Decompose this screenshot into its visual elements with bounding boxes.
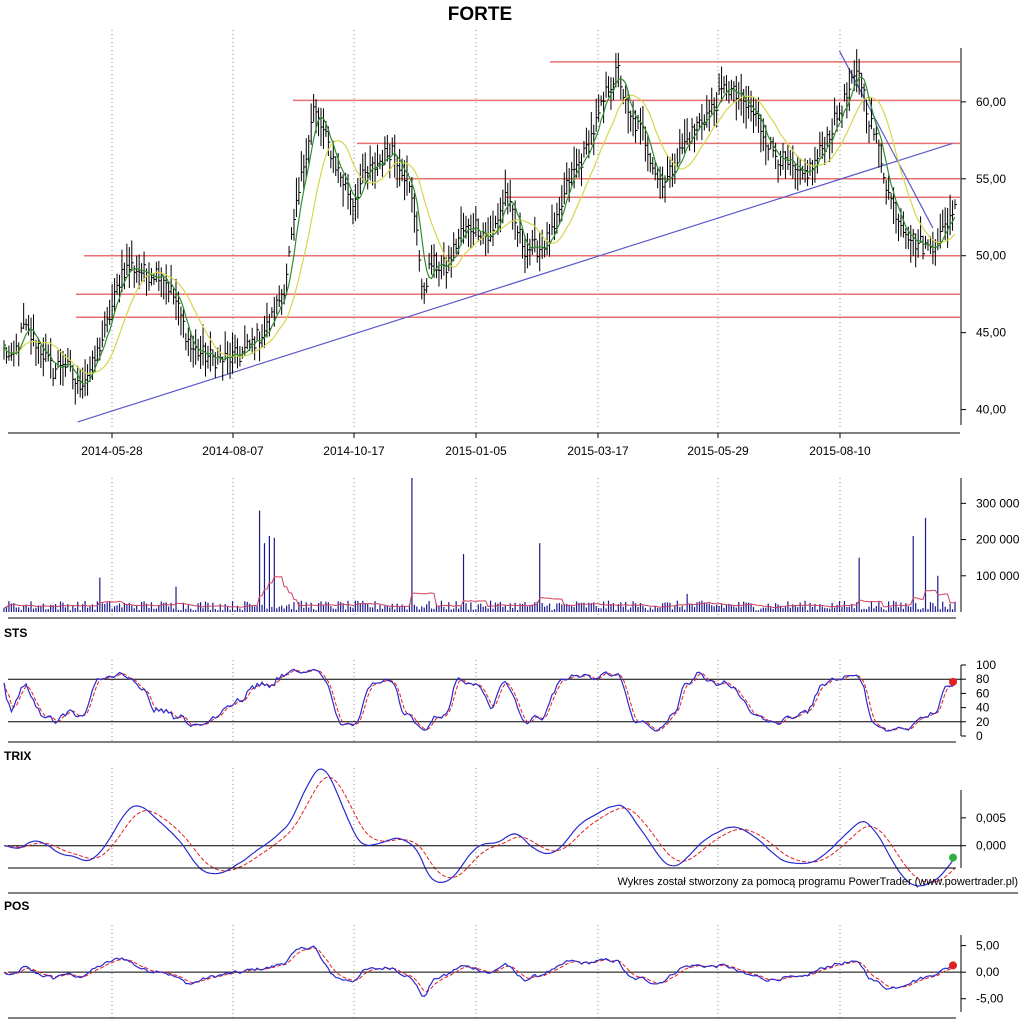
volume-bars xyxy=(3,478,956,612)
volume-ma-line xyxy=(3,575,955,609)
date-tick-label: 2014-08-07 xyxy=(202,444,264,458)
trix-y-axis: 0,000 0,005 xyxy=(8,790,1018,894)
trix-signal-line xyxy=(3,776,956,883)
osc-tick-label: 0 xyxy=(976,729,983,743)
date-tick-label: 2015-01-05 xyxy=(445,444,507,458)
ma-long-line xyxy=(3,94,956,375)
osc-tick-label: 60 xyxy=(976,686,990,700)
price-tick-label: 50,00 xyxy=(976,249,1006,263)
date-x-axis: 2014-05-28 2014-08-07 2014-10-17 2015-01-05… xyxy=(81,433,871,458)
support-resistance-lines xyxy=(76,61,960,319)
volume-tick-label: 200 000 xyxy=(976,533,1020,547)
sts-main-line xyxy=(3,668,956,732)
volume-tick-label: 100 000 xyxy=(976,569,1020,583)
ma-short-line xyxy=(3,76,956,385)
chart-title: FORTE xyxy=(448,4,512,25)
footer-credit: Wykres został stworzony za pomocą progra… xyxy=(617,876,1018,888)
osc-tick-label: 5,00 xyxy=(976,939,1000,953)
pos-end-marker xyxy=(949,961,957,970)
trendlines xyxy=(77,50,953,423)
trendline xyxy=(77,142,953,423)
trix-label: TRIX xyxy=(4,749,31,763)
date-tick-label: 2014-10-17 xyxy=(323,444,385,458)
date-tick-label: 2015-03-17 xyxy=(567,444,629,458)
trix-panel: TRIX 0,000 0,005 xyxy=(3,749,1018,894)
pos-main-line xyxy=(3,945,956,998)
date-tick-label: 2015-08-10 xyxy=(809,444,871,458)
volume-y-axis: 100 000 200 000 300 000 xyxy=(8,478,1020,619)
pos-label: POS xyxy=(4,899,29,913)
pos-panel: POS -5,00 0,00 5,00 xyxy=(3,899,1004,1019)
date-tick-label: 2015-05-29 xyxy=(687,444,749,458)
sts-label: STS xyxy=(4,626,27,640)
trix-grid xyxy=(8,768,961,868)
price-tick-label: 40,00 xyxy=(976,403,1006,417)
sts-grid xyxy=(8,660,961,742)
date-tick-label: 2014-05-28 xyxy=(81,444,143,458)
osc-tick-label: -5,00 xyxy=(976,992,1004,1006)
osc-tick-label: 0,005 xyxy=(976,811,1006,825)
osc-tick-label: 20 xyxy=(976,715,990,729)
trix-main-line xyxy=(3,768,956,887)
volume-grid xyxy=(111,478,841,618)
osc-tick-label: 0,00 xyxy=(976,965,1000,979)
osc-tick-label: 80 xyxy=(976,672,990,686)
price-bars xyxy=(3,49,957,405)
price-tick-label: 55,00 xyxy=(976,172,1006,186)
trendline xyxy=(838,50,934,229)
volume-panel: 100 000 200 000 300 000 xyxy=(3,478,1020,619)
sts-end-marker xyxy=(949,677,957,686)
price-tick-label: 60,00 xyxy=(976,95,1006,109)
osc-tick-label: 40 xyxy=(976,701,990,715)
trix-end-marker xyxy=(949,853,957,862)
osc-tick-label: 0,000 xyxy=(976,839,1006,853)
price-tick-label: 45,00 xyxy=(976,326,1006,340)
volume-tick-label: 300 000 xyxy=(976,496,1020,510)
pos-y-axis: -5,00 0,00 5,00 xyxy=(8,935,1004,1019)
price-y-axis: 40,00 45,00 50,00 55,00 60,00 xyxy=(8,48,1006,434)
osc-tick-label: 100 xyxy=(976,658,996,672)
